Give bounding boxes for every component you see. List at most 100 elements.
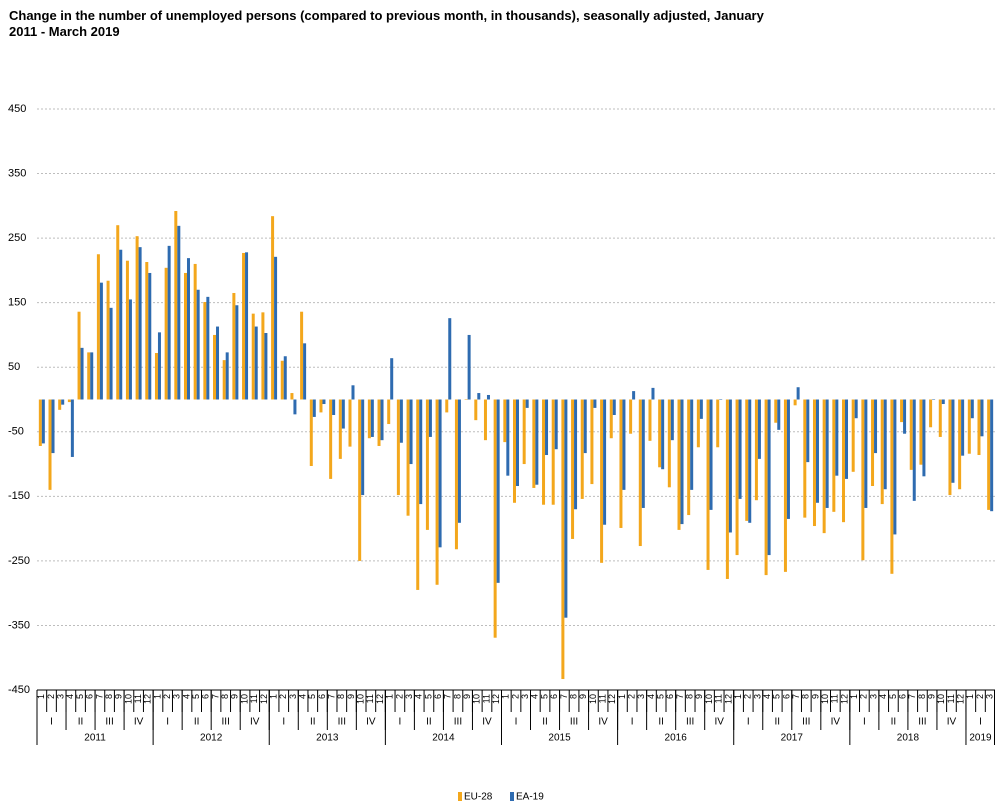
month-label: 10 (356, 694, 366, 704)
month-label: 5 (423, 694, 433, 699)
bar (806, 399, 810, 463)
bar (477, 393, 481, 400)
bar (148, 272, 152, 400)
month-label: 5 (888, 694, 898, 699)
month-label: 9 (810, 694, 820, 699)
bar (961, 399, 965, 456)
quarter-label: I (515, 717, 518, 728)
y-tick-label: 150 (8, 297, 26, 309)
bar (774, 399, 778, 423)
bar (435, 399, 439, 585)
bar (874, 399, 878, 454)
bar (109, 307, 113, 400)
quarter-label: III (802, 717, 810, 728)
quarter-label: II (891, 717, 897, 728)
bar (690, 399, 694, 490)
bar (332, 399, 336, 415)
bar (777, 399, 781, 430)
month-label: 11 (249, 694, 259, 703)
bar (648, 399, 652, 441)
bar (309, 399, 313, 466)
quarter-label: II (658, 717, 664, 728)
month-label: 3 (868, 694, 878, 699)
bar (951, 399, 955, 483)
bar (119, 249, 123, 400)
bar (516, 399, 519, 487)
quarter-label: IV (947, 717, 957, 728)
bar (987, 399, 991, 510)
bar (832, 399, 836, 512)
bar (764, 399, 768, 576)
month-label: 12 (375, 694, 385, 704)
bar (638, 399, 642, 547)
bar (264, 333, 268, 400)
bar (941, 399, 945, 405)
bar (96, 254, 100, 400)
bar (687, 399, 691, 516)
bar (677, 399, 681, 530)
month-label: 1 (152, 694, 162, 699)
month-label: 4 (530, 694, 540, 699)
quarter-label: IV (598, 717, 608, 728)
month-label: 9 (346, 694, 356, 699)
bar (58, 399, 62, 410)
bar (251, 313, 255, 400)
bar (419, 399, 423, 505)
bar (242, 252, 246, 400)
month-label: 2 (743, 694, 753, 699)
bar (186, 258, 190, 400)
bar (41, 399, 45, 444)
bar (709, 399, 713, 510)
month-label: 12 (259, 694, 269, 704)
bar (177, 225, 181, 400)
month-label: 12 (143, 694, 153, 704)
quarter-label: II (426, 717, 432, 728)
bar (235, 305, 239, 400)
month-label: 5 (307, 694, 317, 699)
quarter-label: I (979, 717, 982, 728)
month-label: 5 (772, 694, 782, 699)
bar (845, 399, 849, 479)
bar (338, 399, 342, 459)
bar (48, 399, 52, 490)
month-label: 11 (946, 694, 956, 703)
bar (929, 399, 933, 428)
bar (503, 399, 507, 443)
y-tick-label: -450 (8, 684, 30, 696)
month-label: 10 (239, 694, 249, 704)
bar (493, 399, 497, 638)
month-label: 12 (839, 694, 849, 704)
quarter-label: III (570, 717, 578, 728)
bar (274, 256, 278, 400)
month-label: 6 (665, 694, 675, 699)
quarter-label: I (50, 717, 53, 728)
bar (641, 399, 645, 508)
bar (815, 399, 819, 503)
bar (329, 399, 333, 479)
quarter-label: III (454, 717, 462, 728)
quarter-label: III (686, 717, 694, 728)
month-label: 1 (965, 694, 975, 699)
quarter-label: II (194, 717, 200, 728)
bar (612, 399, 616, 415)
bar (225, 352, 229, 400)
month-label: 12 (723, 694, 733, 704)
bar (651, 387, 655, 400)
quarter-label: IV (714, 717, 724, 728)
month-label: 7 (327, 694, 337, 699)
month-label: 1 (36, 694, 46, 699)
bar (506, 399, 510, 476)
month-label: 11 (365, 694, 375, 703)
bar (193, 263, 197, 400)
month-label: 8 (220, 694, 230, 699)
bar (232, 292, 236, 400)
bar (667, 399, 671, 488)
bar (786, 399, 790, 519)
bar (661, 399, 665, 470)
bar (629, 399, 633, 434)
bar (938, 399, 942, 437)
month-label: 2 (975, 694, 985, 699)
bar (464, 399, 468, 400)
bar (864, 399, 868, 508)
